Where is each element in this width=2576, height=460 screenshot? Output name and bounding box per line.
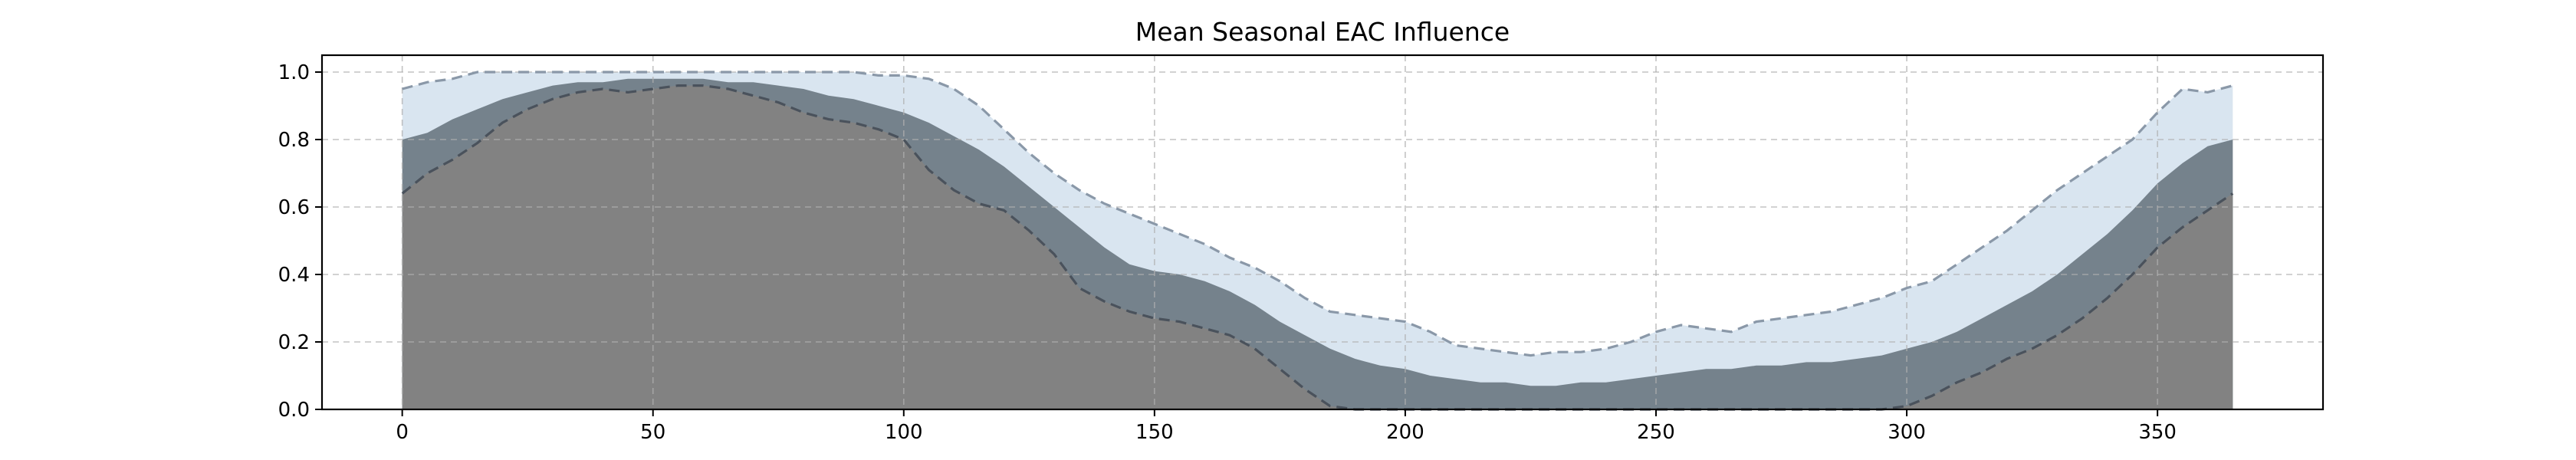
- lower-bound-line: [401, 84, 2234, 411]
- lower-bound-area: [402, 85, 2233, 409]
- x-tick-label: 100: [885, 421, 923, 444]
- x-tick-label: 300: [1888, 421, 1926, 444]
- plot-frame: [320, 54, 2325, 411]
- y-tick-label: 0.6: [278, 196, 310, 219]
- chart-title: Mean Seasonal EAC Influence: [1135, 17, 1510, 47]
- y-tick-label: 0.0: [278, 399, 310, 422]
- x-tick-label: 0: [396, 421, 409, 444]
- x-tick-label: 350: [2138, 421, 2177, 444]
- y-tick-label: 1.0: [278, 61, 310, 84]
- y-tick-label: 0.4: [278, 264, 310, 287]
- x-tick-label: 200: [1386, 421, 1424, 444]
- y-tick-label: 0.8: [278, 129, 310, 152]
- x-tick-label: 250: [1637, 421, 1675, 444]
- upper-bound-line: [402, 71, 2233, 357]
- x-tick-label: 50: [640, 421, 665, 444]
- x-tick-label: 150: [1135, 421, 1174, 444]
- y-tick-label: 0.2: [278, 331, 310, 354]
